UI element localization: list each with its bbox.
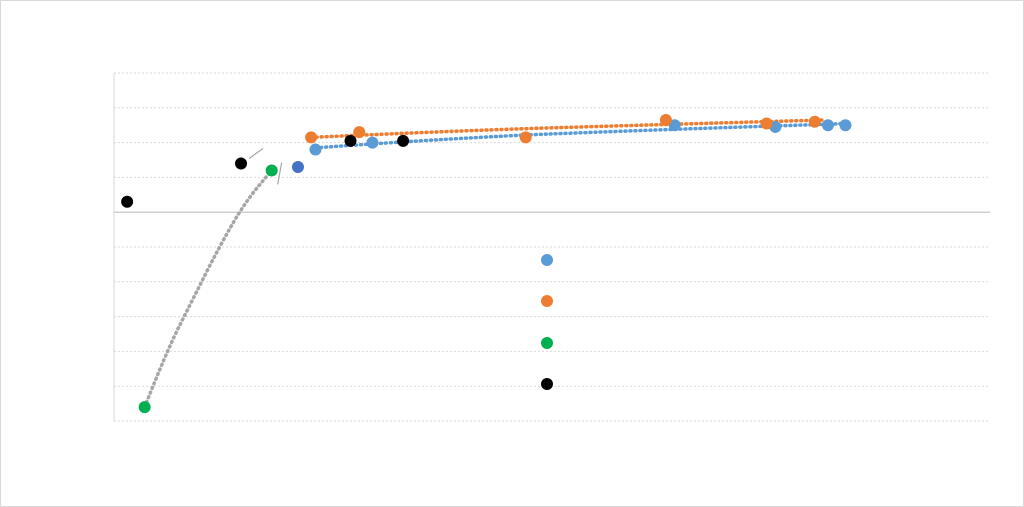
orange-point (659, 113, 672, 126)
legend-marker-orange (541, 295, 553, 307)
legend-marker-black (541, 378, 553, 390)
black-point (235, 157, 248, 170)
orange-point (760, 117, 773, 130)
orange-trendline (309, 118, 826, 140)
orange-point (808, 115, 821, 128)
legend-marker-green (541, 337, 553, 349)
orange-point (353, 126, 366, 139)
blue-point (366, 136, 379, 149)
legend-marker-blue (541, 254, 553, 266)
green-point (265, 164, 278, 177)
leader-line (248, 147, 264, 159)
blue-point (668, 119, 681, 132)
green-point (138, 401, 151, 414)
orange-point (305, 131, 318, 144)
dark_blue-point (291, 160, 304, 173)
black-point (344, 134, 357, 147)
green-trendline (142, 168, 274, 409)
black-point (397, 134, 410, 147)
leader-line (277, 162, 283, 185)
black-point (121, 195, 134, 208)
orange-point (519, 131, 532, 144)
blue-point (839, 119, 852, 132)
blue-point (309, 143, 322, 156)
blue-point (821, 119, 834, 132)
